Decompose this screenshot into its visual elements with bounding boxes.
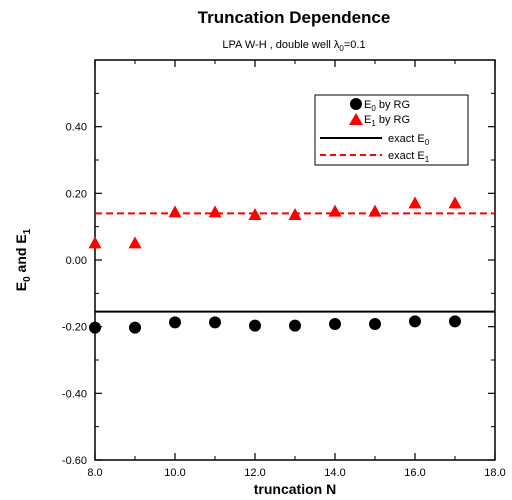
y-tick-label: -0.20 — [62, 322, 87, 334]
y-axis-label-sub0: 0 — [22, 276, 33, 282]
data-point-e1 — [328, 204, 342, 217]
reference-lines — [95, 212, 495, 313]
legend-box — [314, 94, 469, 166]
legend-e0-rg-sub: 0 — [371, 104, 376, 113]
x-tick-label: 14.0 — [324, 467, 345, 479]
data-point-e1 — [448, 196, 462, 209]
legend-e1-rg-a: E — [364, 114, 371, 126]
y-tick-label: -0.40 — [62, 388, 87, 400]
data-point-e0 — [329, 318, 341, 330]
x-tick-label: 16.0 — [404, 467, 425, 479]
y-tick-label: 0.20 — [66, 188, 87, 200]
subtitle-suffix: =0.1 — [344, 39, 366, 51]
data-point-e0 — [289, 319, 301, 332]
legend-marker-circle — [350, 98, 362, 110]
data-point-e1 — [208, 205, 222, 218]
chart-title: Truncation Dependence — [198, 8, 391, 27]
y-tick-label: 0.00 — [66, 255, 87, 267]
data-point-e0 — [369, 318, 381, 330]
chart-subtitle: LPA W-H , double well λ0=0.1 — [222, 39, 365, 53]
x-tick-label: 18.0 — [484, 467, 505, 479]
legend-entry-exact-e0: exact E0 — [388, 133, 430, 147]
x-tick-label: 8.0 — [87, 467, 102, 479]
y-axis-label-e0: E — [13, 282, 29, 291]
data-point-e1 — [368, 204, 382, 217]
legend-exact-e0-a: exact E — [388, 133, 425, 145]
data-point-e0 — [89, 321, 101, 334]
data-point-e1 — [128, 236, 142, 249]
data-point-e1 — [248, 208, 262, 220]
x-tick-label: 12.0 — [244, 467, 265, 479]
legend-entry-e1-rg: E1 by RG — [364, 114, 410, 128]
data-point-e1 — [288, 208, 302, 220]
x-axis-label: truncation N — [254, 481, 336, 497]
legend-exact-e1-sub: 1 — [425, 155, 430, 164]
y-axis-label-sub1: 1 — [22, 228, 33, 234]
legend-e1-rg-rest: by RG — [376, 114, 410, 126]
legend-exact-e1-a: exact E — [388, 150, 425, 162]
legend-e0-rg-a: E — [364, 99, 371, 111]
subtitle-prefix: LPA W-H , double well λ — [222, 39, 339, 51]
y-tick-label: -0.60 — [62, 455, 87, 467]
data-point-e0 — [449, 315, 461, 328]
y-tick-label: 0.40 — [66, 122, 87, 134]
legend-entry-exact-e1: exact E1 — [388, 150, 430, 164]
data-point-e1 — [408, 196, 422, 209]
data-point-e0 — [209, 316, 221, 329]
y-axis-label-and: and E — [13, 234, 29, 276]
x-tick-label: 10.0 — [164, 467, 185, 479]
legend-marker-triangle — [349, 113, 363, 125]
data-point-e1 — [168, 205, 182, 218]
axis-ticks: 8.0 10.0 12.0 14.0 16.0 18.0 -0.60 -0.40 -0.20 0.… — [62, 60, 506, 479]
data-point-e1 — [88, 236, 102, 249]
data-markers — [88, 196, 462, 334]
legend-entry-e0-rg: E0 by RG — [364, 99, 410, 113]
legend-e1-rg-sub: 1 — [371, 119, 376, 128]
data-point-e0 — [129, 321, 141, 334]
legend-exact-e0-sub: 0 — [425, 138, 430, 147]
subtitle-subscript: 0 — [339, 44, 344, 53]
data-point-e0 — [249, 319, 261, 332]
data-point-e0 — [409, 315, 421, 328]
legend: E0 by RG E1 by RG exact E0 exact E1 — [314, 94, 469, 166]
y-axis-label: E0 and E1 — [13, 228, 33, 291]
legend-e0-rg-rest: by RG — [376, 99, 410, 111]
data-point-e0 — [169, 316, 181, 329]
